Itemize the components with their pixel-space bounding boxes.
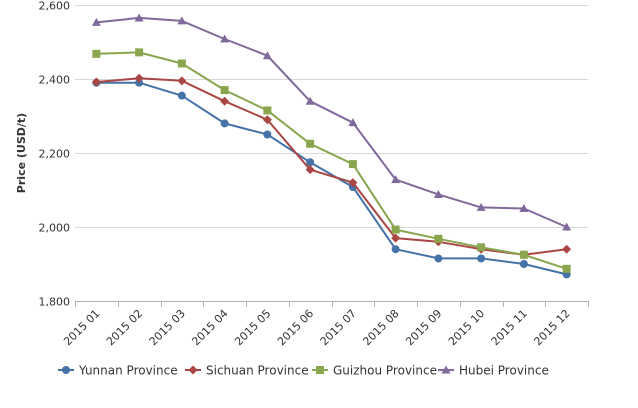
data-point-sichuan-province xyxy=(91,77,101,87)
y-axis-title: Price (USD/t) xyxy=(15,113,28,193)
y-tick-label: 1,800 xyxy=(39,296,71,309)
data-point-yunnan-province xyxy=(519,260,528,268)
legend-item-yunnan-province[interactable]: Yunnan Province xyxy=(58,364,178,378)
data-point-sichuan-province xyxy=(262,115,272,125)
x-tick-label: 2015 07 xyxy=(318,307,359,348)
series-line-sichuan-province xyxy=(96,77,567,256)
data-point-yunnan-province xyxy=(220,119,229,128)
data-point-hubei-province xyxy=(433,189,443,198)
legend-label: Guizhou Province xyxy=(333,364,437,378)
data-point-guizhou-province xyxy=(177,59,186,68)
x-tick-label: 2015 01 xyxy=(61,307,102,348)
data-point-guizhou-province xyxy=(434,234,443,243)
x-tick-label: 2015 04 xyxy=(189,307,230,348)
y-axis-tick-labels: 1,800 2,000 2,200 2,400 2,600 xyxy=(39,0,71,309)
data-point-guizhou-province xyxy=(306,139,315,148)
y-tick-label: 2,200 xyxy=(39,148,71,161)
legend-item-hubei-province[interactable]: Hubei Province xyxy=(438,364,549,378)
legend-marker-yunnan-province xyxy=(62,366,70,374)
data-point-sichuan-province xyxy=(348,178,358,188)
series-yunnan-province xyxy=(92,78,571,279)
data-point-hubei-province xyxy=(305,96,315,105)
gridlines xyxy=(75,5,588,228)
data-point-yunnan-province xyxy=(477,254,486,263)
data-point-yunnan-province xyxy=(391,245,400,254)
data-point-guizhou-province xyxy=(348,160,357,169)
data-point-hubei-province xyxy=(262,51,272,60)
axes xyxy=(75,301,589,307)
data-point-guizhou-province xyxy=(562,264,571,273)
data-point-sichuan-province xyxy=(220,96,230,106)
data-point-yunnan-province xyxy=(306,158,315,167)
series-line-yunnan-province xyxy=(96,81,567,276)
series-hubei-province xyxy=(91,13,572,231)
x-tick-label: 2015 06 xyxy=(275,307,316,348)
x-tick-label: 2015 03 xyxy=(147,307,188,348)
data-point-guizhou-province xyxy=(519,250,528,259)
data-point-yunnan-province xyxy=(177,91,186,100)
series-line-guizhou-province xyxy=(96,51,567,270)
data-point-hubei-province xyxy=(519,204,529,212)
data-point-sichuan-province xyxy=(562,244,572,254)
data-point-sichuan-province xyxy=(177,76,187,86)
data-point-hubei-province xyxy=(476,202,486,211)
series-lines xyxy=(91,13,572,279)
data-point-guizhou-province xyxy=(263,106,272,115)
x-tick-label: 2015 08 xyxy=(360,307,401,348)
data-point-yunnan-province xyxy=(263,130,272,139)
data-point-hubei-province xyxy=(562,222,572,231)
legend-item-sichuan-province[interactable]: Sichuan Province xyxy=(185,364,309,378)
y-tick-label: 2,000 xyxy=(39,222,71,235)
data-point-hubei-province xyxy=(391,175,401,184)
y-tick-label: 2,400 xyxy=(39,74,71,87)
legend-marker-guizhou-province xyxy=(316,366,324,374)
data-point-hubei-province xyxy=(177,16,187,25)
x-tick-label: 2015 09 xyxy=(403,307,444,348)
data-point-guizhou-province xyxy=(92,49,101,58)
data-point-hubei-province xyxy=(91,17,101,26)
legend-label: Sichuan Province xyxy=(206,364,309,378)
data-point-sichuan-province xyxy=(134,73,144,83)
data-point-yunnan-province xyxy=(434,254,443,263)
legend-label: Hubei Province xyxy=(459,364,549,378)
legend-marker-hubei-province xyxy=(441,365,451,374)
data-point-hubei-province xyxy=(134,13,144,22)
data-point-guizhou-province xyxy=(477,243,486,252)
x-axis-tick-labels: 2015 01 2015 02 2015 03 2015 04 2015 05 2015 … xyxy=(61,307,573,348)
series-sichuan-province xyxy=(91,73,572,260)
x-tick-label: 2015 12 xyxy=(531,307,572,348)
series-line-hubei-province xyxy=(96,16,567,228)
x-tick-label: 2015 02 xyxy=(104,307,145,348)
y-tick-label: 2,600 xyxy=(39,0,71,13)
data-point-sichuan-province xyxy=(305,165,315,175)
legend-label: Yunnan Province xyxy=(78,364,178,378)
data-point-guizhou-province xyxy=(220,86,229,95)
x-tick-label: 2015 05 xyxy=(232,307,273,348)
data-point-hubei-province xyxy=(348,118,358,127)
data-point-guizhou-province xyxy=(391,225,400,234)
legend[interactable]: Yunnan Province Sichuan Province Guizhou P… xyxy=(58,364,549,378)
x-tick-label: 2015 11 xyxy=(489,307,530,348)
x-tick-label: 2015 10 xyxy=(446,307,487,348)
data-point-hubei-province xyxy=(220,34,230,43)
legend-item-guizhou-province[interactable]: Guizhou Province xyxy=(312,364,437,378)
series-guizhou-province xyxy=(92,48,571,273)
legend-marker-sichuan-province xyxy=(188,365,198,375)
data-point-sichuan-province xyxy=(391,233,401,243)
data-point-guizhou-province xyxy=(135,48,144,57)
